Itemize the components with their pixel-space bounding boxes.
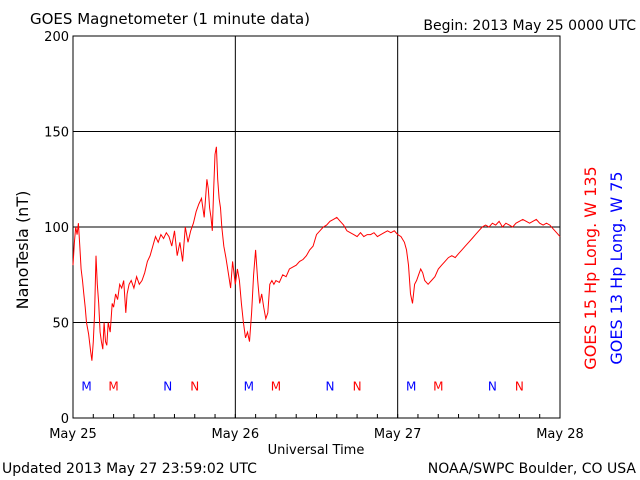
annotation-label: N <box>515 380 524 394</box>
y-tick-label: 50 <box>52 317 69 332</box>
updated-time: Updated 2013 May 27 23:59:02 UTC <box>2 461 257 477</box>
annotation-label: N <box>190 380 199 394</box>
annotation-label: M <box>244 380 254 394</box>
y-tick-label: 0 <box>61 412 69 427</box>
annotation-label: N <box>163 380 172 394</box>
credit: NOAA/SWPC Boulder, CO USA <box>428 461 637 477</box>
grid <box>72 35 561 419</box>
x-tick-label: May 28 <box>536 427 584 442</box>
series-group <box>72 146 561 361</box>
annotation-label: M <box>271 380 281 394</box>
annotation-label: N <box>326 380 335 394</box>
x-axis-ticks: May 25 May 26 May 27 May 28 <box>49 427 584 442</box>
y-tick-label: 150 <box>44 126 69 141</box>
legend: GOES 15 Hp Long. W 135 GOES 13 Hp Long. W… <box>581 166 626 369</box>
y-tick-label: 200 <box>44 30 69 45</box>
annotation-label: M <box>406 380 416 394</box>
annotation-label: M <box>81 380 91 394</box>
x-tick-label: May 26 <box>212 427 260 442</box>
begin-time: Begin: 2013 May 25 0000 UTC <box>423 18 636 34</box>
legend-entry: GOES 13 Hp Long. W 75 <box>607 171 626 364</box>
x-axis-label: Universal Time <box>268 443 365 458</box>
x-tick-label: May 27 <box>374 427 422 442</box>
annotation-label: N <box>488 380 497 394</box>
chart-title: GOES Magnetometer (1 minute data) <box>30 10 310 28</box>
y-axis-label: NanoTesla (nT) <box>13 191 32 310</box>
annotation-label: N <box>353 380 362 394</box>
annotation-label: M <box>433 380 443 394</box>
y-tick-label: 100 <box>44 221 69 236</box>
y-axis-ticks: 0 50 100 150 200 <box>44 30 69 427</box>
series-line <box>72 146 561 361</box>
x-tick-label: May 25 <box>49 427 97 442</box>
legend-entry: GOES 15 Hp Long. W 135 <box>581 166 600 369</box>
annotation-label: M <box>108 380 118 394</box>
